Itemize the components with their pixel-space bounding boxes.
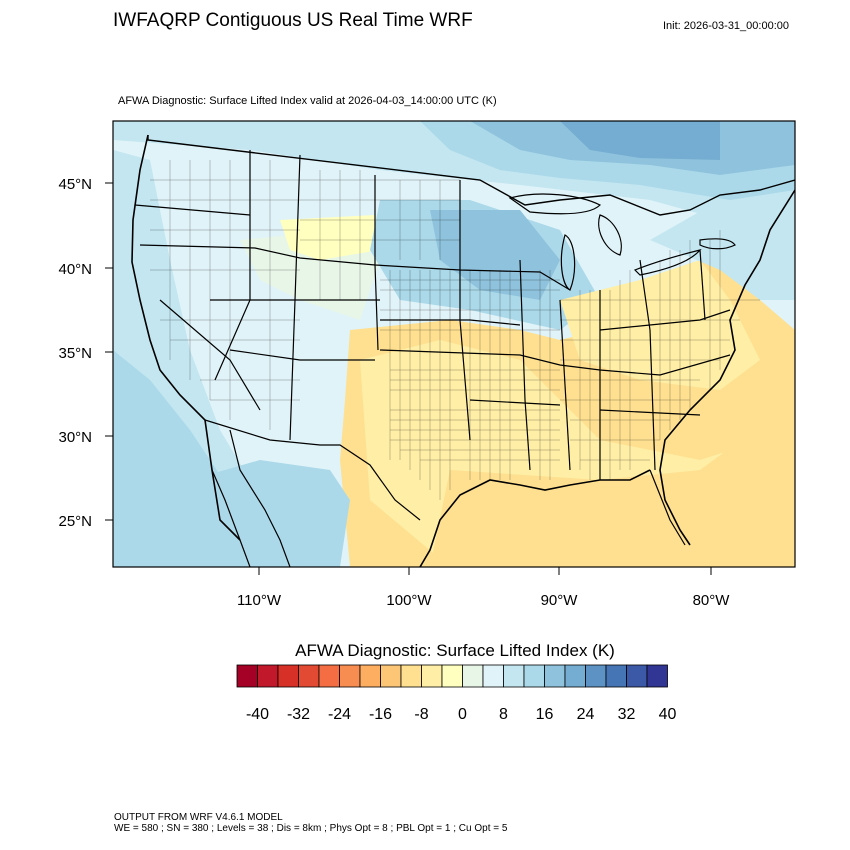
colorbar-swatch — [421, 664, 443, 688]
lat-label-35: 35°N — [58, 345, 92, 362]
colorbar-tick-label: -24 — [328, 706, 351, 723]
colorbar-tick-label: -40 — [246, 706, 269, 723]
colorbar-swatch — [380, 664, 402, 688]
colorbar-swatch — [257, 664, 279, 688]
colorbar-swatch — [462, 664, 484, 688]
colorbar-swatch — [482, 664, 504, 688]
colorbar-swatch — [441, 664, 463, 688]
lon-label-110w: 110°W — [237, 592, 282, 609]
lat-label-30: 30°N — [58, 429, 92, 446]
colorbar-tick-label: 24 — [577, 706, 595, 723]
init-time-label: Init: 2026-03-31_00:00:00 — [663, 20, 789, 32]
lat-label-40: 40°N — [58, 261, 92, 278]
lon-label-90w: 90°W — [541, 592, 579, 609]
lon-label-80w: 80°W — [693, 592, 731, 609]
map-frame — [112, 120, 796, 568]
colorbar-tick-label: 32 — [618, 706, 636, 723]
axis-ticks — [105, 182, 712, 575]
colorbar-swatch — [318, 664, 340, 688]
colorbar-swatch — [646, 664, 668, 688]
lon-label-100w: 100°W — [386, 592, 432, 609]
main-title: IWFAQRP Contiguous US Real Time WRF — [113, 10, 473, 31]
colorbar-swatch — [277, 664, 299, 688]
colorbar-swatch — [339, 664, 361, 688]
colorbar-tick-label: -16 — [369, 706, 392, 723]
colorbar-swatch — [544, 664, 566, 688]
footer-model-line: OUTPUT FROM WRF V4.6.1 MODEL — [114, 812, 283, 823]
county-lines — [150, 160, 760, 500]
colorbar-swatch — [605, 664, 627, 688]
lat-label-25: 25°N — [58, 513, 92, 530]
colorbar-swatch — [400, 664, 422, 688]
colorbar-swatch — [298, 664, 320, 688]
field-title: AFWA Diagnostic: Surface Lifted Index va… — [118, 95, 497, 107]
colorbar: -40 -32 -24 -16 -8 0 8 16 24 32 40 — [236, 664, 677, 723]
colorbar-tick-label: 16 — [536, 706, 554, 723]
colorbar-swatch — [585, 664, 607, 688]
colorbar-swatch — [359, 664, 381, 688]
colorbar-swatch — [626, 664, 648, 688]
colorbar-tick-label: 40 — [659, 706, 677, 723]
lat-label-45: 45°N — [58, 176, 92, 193]
colorbar-tick-label: -8 — [414, 706, 428, 723]
footer-config-line: WE = 580 ; SN = 380 ; Levels = 38 ; Dis … — [114, 823, 508, 834]
colorbar-tick-label: 0 — [458, 706, 467, 723]
colorbar-title: AFWA Diagnostic: Surface Lifted Index (K… — [295, 641, 615, 660]
field-shading — [113, 121, 795, 567]
colorbar-tick-label: 8 — [499, 706, 508, 723]
colorbar-swatch — [236, 664, 258, 688]
colorbar-swatch — [564, 664, 586, 688]
colorbar-swatch — [523, 664, 545, 688]
colorbar-tick-label: -32 — [287, 706, 310, 723]
colorbar-swatch — [503, 664, 525, 688]
